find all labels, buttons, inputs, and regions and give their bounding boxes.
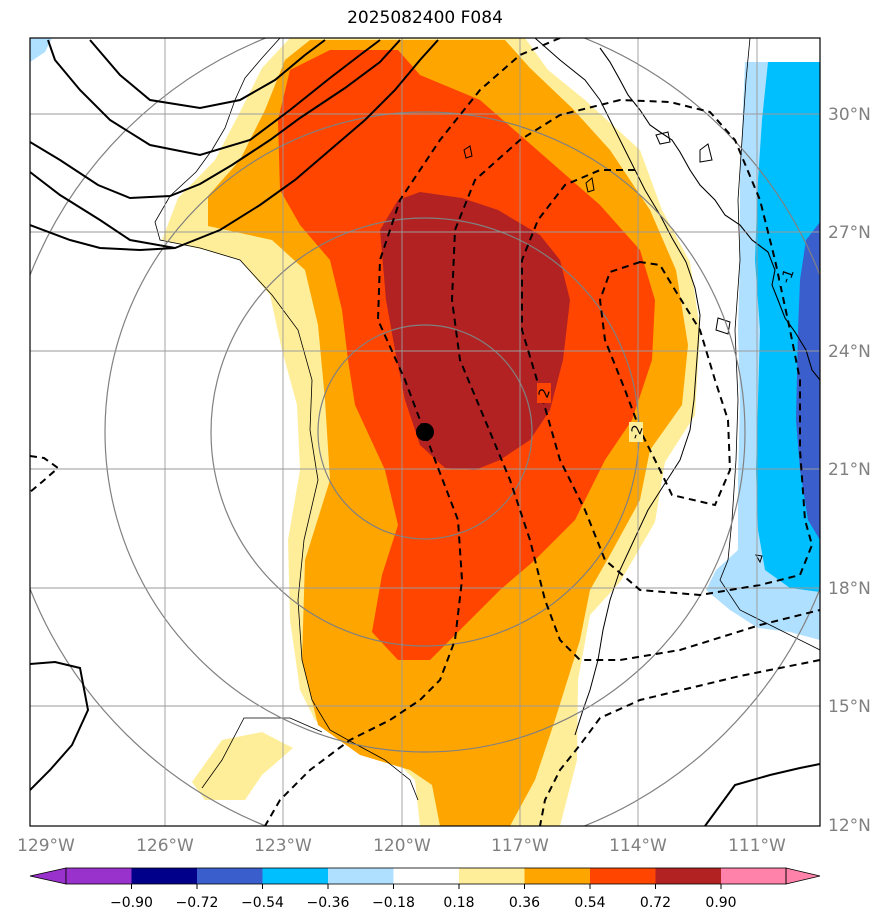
map-title: 2025082400 F084 — [347, 8, 503, 28]
colorbar-label: −0.90 — [110, 895, 153, 911]
colorbar: −0.90 −0.72 −0.54 −0.36 −0.18 0.18 0.36 … — [29, 867, 821, 911]
colorbar-segment — [459, 868, 525, 884]
colorbar-segment — [524, 868, 590, 884]
colorbar-label: −0.72 — [176, 895, 219, 911]
range-rings — [30, 38, 820, 826]
colorbar-label: −0.54 — [241, 895, 284, 911]
lon-tick-label: 126°W — [136, 836, 194, 856]
lon-tick-label: 129°W — [17, 836, 75, 856]
contour-label-neg1: -1 — [778, 267, 798, 286]
colorbar-segment — [328, 868, 394, 884]
lon-tick-label: 117°W — [491, 836, 549, 856]
colorbar-segment — [590, 868, 656, 884]
lon-tick-labels: 129°W 126°W 123°W 120°W 117°W 114°W 111°… — [17, 836, 786, 856]
lon-tick-label: 111°W — [728, 836, 786, 856]
lat-tick-label: 21°N — [828, 460, 871, 480]
contour-label-neg2: -2 — [627, 423, 647, 442]
lat-tick-labels: 30°N 27°N 24°N 21°N 18°N 15°N 12°N — [828, 105, 871, 836]
colorbar-extend-high — [785, 867, 821, 885]
map-plot: 2 -2 -1 — [30, 38, 820, 826]
fill-negative-0.54 — [796, 222, 820, 540]
lat-tick-label: 24°N — [828, 342, 871, 362]
colorbar-segment — [197, 868, 263, 884]
solid-contours — [30, 39, 820, 826]
dashed-contours — [30, 38, 820, 826]
colorbar-label: 0.90 — [705, 895, 736, 911]
map-frame — [29, 37, 821, 827]
lat-tick-label: 12°N — [828, 816, 871, 836]
colorbar-extend-low — [29, 867, 67, 885]
colorbar-label: 0.72 — [640, 895, 671, 911]
storm-center-marker — [416, 423, 434, 441]
colorbar-segment — [66, 868, 132, 884]
colorbar-label: 0.36 — [509, 895, 540, 911]
coastline-peninsula-west — [154, 38, 419, 801]
colorbar-label: −0.36 — [307, 895, 350, 911]
lat-tick-label: 15°N — [828, 697, 871, 717]
lon-tick-label: 114°W — [609, 836, 667, 856]
lat-tick-label: 18°N — [828, 579, 871, 599]
colorbar-segment — [721, 868, 786, 884]
coastline-peninsula-east — [719, 38, 820, 651]
colorbar-segment — [131, 868, 197, 884]
graticule — [30, 38, 820, 826]
colorbar-label: 0.54 — [574, 895, 605, 911]
lon-tick-label: 120°W — [373, 836, 431, 856]
fill-negative-0.18-corner — [30, 38, 52, 62]
lon-tick-label: 123°W — [254, 836, 312, 856]
coastline-islands — [463, 131, 763, 564]
colorbar-segment — [262, 868, 328, 884]
colorbar-label: −0.18 — [372, 895, 415, 911]
coastline-southwest — [201, 717, 323, 789]
coastline — [534, 38, 701, 736]
fill-positive-0.18-island — [192, 732, 293, 800]
colorbar-segment — [655, 868, 721, 884]
lat-tick-label: 27°N — [828, 223, 871, 243]
colorbar-label: 0.18 — [443, 895, 474, 911]
colorbar-segment — [393, 868, 459, 884]
lat-tick-label: 30°N — [828, 105, 871, 125]
